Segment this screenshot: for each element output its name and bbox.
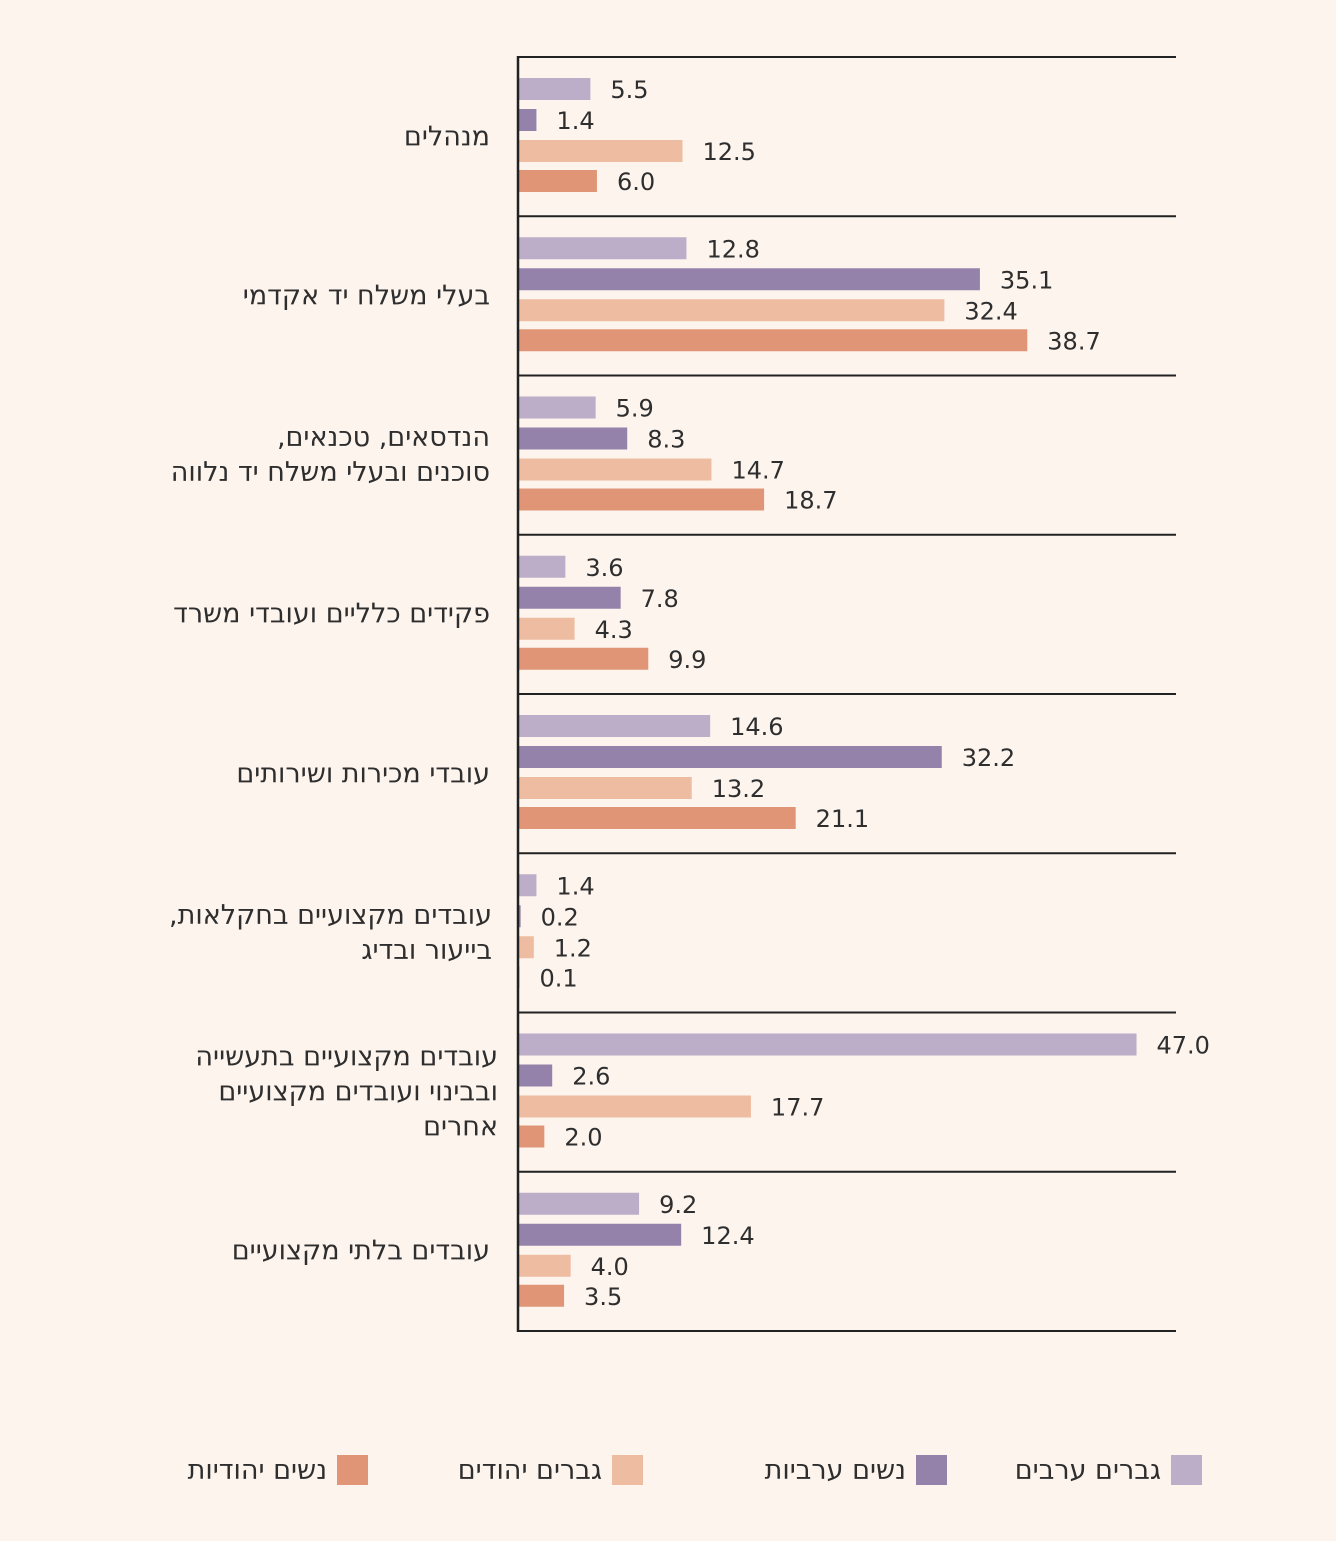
- value-label: 5.9: [616, 395, 654, 423]
- bar: [518, 329, 1028, 352]
- bar: [518, 427, 628, 450]
- category-label: הנדסאים, טכנאים, סוכנים ובעלי משלח יד נלו…: [110, 420, 490, 490]
- category-label-line: ובבינוי ועובדים מקצועיים: [218, 1076, 498, 1108]
- value-label: 32.4: [964, 297, 1017, 325]
- bar: [518, 905, 521, 928]
- bar: [518, 1284, 565, 1307]
- value-label: 18.7: [784, 487, 837, 515]
- legend-item: גברים יהודים: [458, 1454, 643, 1486]
- bar: [518, 1223, 682, 1246]
- value-label: 8.3: [647, 426, 685, 454]
- value-label: 1.4: [556, 872, 594, 900]
- category-label: בעלי משלח יד אקדמי: [110, 278, 490, 313]
- value-label: 0.2: [541, 903, 579, 931]
- value-label: 1.4: [556, 107, 594, 135]
- bar: [518, 715, 711, 737]
- value-label: 12.8: [706, 235, 759, 263]
- value-label: 4.0: [591, 1253, 629, 1281]
- bar: [518, 1125, 545, 1148]
- value-label: 4.3: [595, 616, 633, 644]
- bar: [518, 109, 537, 131]
- bar: [518, 458, 712, 481]
- legend-label: נשים ערביות: [764, 1454, 906, 1486]
- category-label: פקידים כלליים ועובדי משרד: [110, 597, 490, 632]
- value-label: 1.2: [554, 934, 592, 962]
- category-label-line: בעלי משלח יד אקדמי: [242, 280, 490, 312]
- bar: [518, 1064, 553, 1087]
- value-label: 6.0: [617, 168, 655, 196]
- category-label-line: עובדים מקצועיים בתעשייה: [195, 1041, 498, 1073]
- legend-swatch: [612, 1455, 643, 1485]
- bar: [518, 488, 765, 511]
- legend-swatch: [916, 1455, 947, 1485]
- bar: [518, 874, 537, 897]
- value-label: 38.7: [1047, 327, 1100, 355]
- bar: [518, 1095, 751, 1118]
- category-label-line: מנהלים: [403, 121, 490, 153]
- category-label-line: פקידים כלליים ועובדי משרד: [173, 598, 490, 630]
- legend-label: נשים יהודיות: [187, 1454, 327, 1486]
- bar: [518, 299, 945, 322]
- value-label: 35.1: [1000, 266, 1053, 294]
- legend-item: גברים ערבים: [1015, 1454, 1202, 1486]
- category-label-line: הנדסאים, טכנאים,: [276, 422, 490, 454]
- value-label: 7.8: [641, 585, 679, 613]
- value-label: 9.2: [659, 1191, 697, 1219]
- bar: [518, 777, 692, 799]
- value-label: 2.6: [572, 1063, 610, 1091]
- legend-label: גברים ערבים: [1014, 1454, 1161, 1486]
- bar: [518, 586, 621, 609]
- value-label: 9.9: [668, 646, 706, 674]
- category-label: עובדים מקצועיים בחקלאות, בייעור ובדיג: [112, 898, 492, 968]
- bar: [518, 555, 566, 578]
- bar: [518, 140, 683, 162]
- legend-swatch: [1171, 1455, 1202, 1485]
- value-label: 47.0: [1157, 1032, 1210, 1060]
- category-label: עובדים בלתי מקצועיים: [110, 1234, 490, 1269]
- value-label: 3.6: [585, 554, 623, 582]
- bar: [518, 237, 687, 260]
- bar: [518, 936, 534, 959]
- category-label-line: עובדים בלתי מקצועיים: [231, 1235, 490, 1267]
- bar: [518, 396, 596, 419]
- value-label: 12.4: [701, 1222, 754, 1250]
- bar: [518, 1033, 1137, 1056]
- legend-item: נשים יהודיות: [188, 1454, 368, 1486]
- category-label-line: בייעור ובדיג: [361, 934, 492, 966]
- bar: [518, 647, 649, 670]
- legend-label: גברים יהודים: [457, 1454, 602, 1486]
- value-label: 2.0: [564, 1124, 602, 1152]
- category-label: עובדי מכירות ושירותים: [110, 756, 490, 791]
- category-label: עובדים מקצועיים בתעשייה ובבינוי ועובדים מ…: [118, 1040, 498, 1145]
- value-label: 21.1: [816, 805, 869, 833]
- bar: [518, 170, 597, 192]
- legend-item: נשים ערביות: [765, 1454, 947, 1486]
- bar: [518, 78, 591, 100]
- category-label-line: עובדי מכירות ושירותים: [236, 758, 490, 790]
- value-label: 5.5: [610, 76, 648, 104]
- value-label: 0.1: [540, 964, 578, 992]
- bar: [518, 268, 980, 291]
- bar: [518, 746, 942, 768]
- category-label-line: אחרים: [423, 1111, 498, 1143]
- value-label: 14.7: [731, 457, 784, 485]
- legend-swatch: [337, 1455, 368, 1485]
- category-label-line: עובדים מקצועיים בחקלאות,: [169, 899, 492, 931]
- bar: [518, 1254, 571, 1277]
- value-label: 32.2: [962, 744, 1015, 772]
- value-label: 12.5: [703, 138, 756, 166]
- bar: [518, 617, 575, 640]
- bar: [518, 807, 796, 829]
- category-label: מנהלים: [110, 119, 490, 154]
- value-label: 17.7: [771, 1094, 824, 1122]
- value-label: 3.5: [584, 1283, 622, 1311]
- bar: [518, 1192, 640, 1215]
- value-label: 14.6: [730, 713, 783, 741]
- value-label: 13.2: [712, 775, 765, 803]
- category-label-line: סוכנים ובעלי משלח יד נלווה: [170, 457, 490, 489]
